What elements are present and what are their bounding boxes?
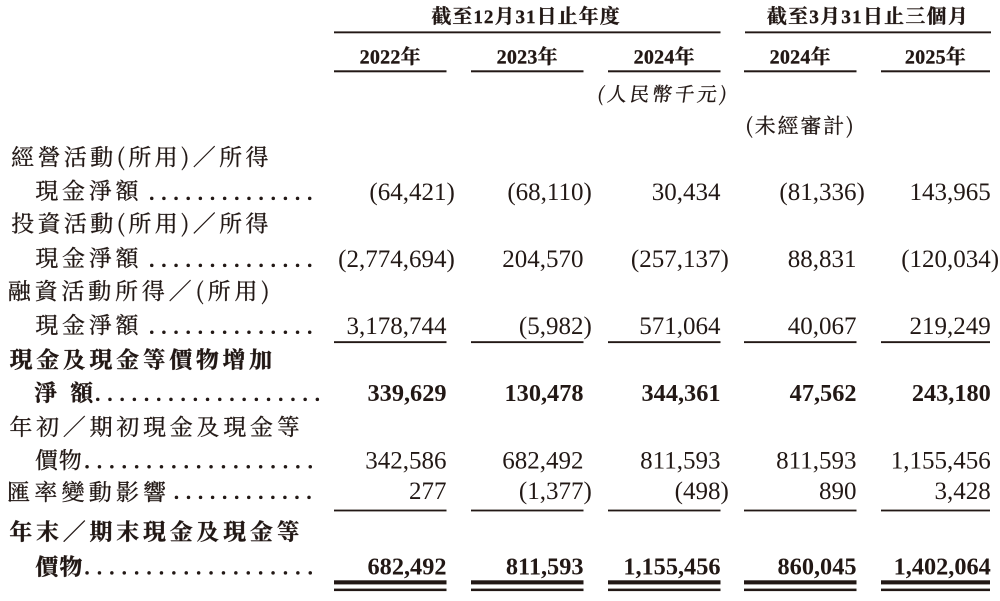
svg-text:571,064: 571,064 <box>639 313 721 340</box>
svg-text:(81,336): (81,336) <box>779 179 864 206</box>
svg-text:(498): (498) <box>675 478 729 505</box>
svg-text:204,570: 204,570 <box>502 246 583 273</box>
svg-text:860,045: 860,045 <box>778 554 857 581</box>
svg-text:811,593: 811,593 <box>776 447 856 474</box>
svg-text:1,155,456: 1,155,456 <box>623 554 720 581</box>
svg-text:1,402,064: 1,402,064 <box>894 554 991 581</box>
svg-text:219,249: 219,249 <box>910 313 991 340</box>
svg-text:130,478: 130,478 <box>505 380 584 407</box>
svg-text:342,586: 342,586 <box>365 447 446 474</box>
svg-text:811,593: 811,593 <box>640 447 720 474</box>
svg-text:88,831: 88,831 <box>788 246 857 273</box>
svg-text:(2,774,694): (2,774,694) <box>338 246 455 273</box>
svg-text:30,434: 30,434 <box>652 179 721 206</box>
svg-text:811,593: 811,593 <box>506 554 584 581</box>
svg-text:1,155,456: 1,155,456 <box>891 447 991 474</box>
svg-text:40,067: 40,067 <box>788 313 857 340</box>
svg-text:(257,137): (257,137) <box>631 246 729 273</box>
svg-text:339,629: 339,629 <box>368 380 447 407</box>
svg-text:47,562: 47,562 <box>790 380 857 407</box>
svg-text:143,965: 143,965 <box>910 179 991 206</box>
svg-text:(64,421): (64,421) <box>369 179 454 206</box>
svg-text:(1,377): (1,377) <box>519 478 592 505</box>
svg-text:(120,034): (120,034) <box>901 246 999 273</box>
svg-text:243,180: 243,180 <box>912 380 991 407</box>
svg-text:344,361: 344,361 <box>642 380 721 407</box>
svg-text:890: 890 <box>819 478 857 505</box>
svg-text:(5,982): (5,982) <box>519 313 592 340</box>
svg-text:3,178,744: 3,178,744 <box>347 313 448 340</box>
svg-text:3,428: 3,428 <box>935 478 991 505</box>
svg-text:682,492: 682,492 <box>368 554 447 581</box>
svg-text:277: 277 <box>409 478 447 505</box>
svg-text:(68,110): (68,110) <box>507 179 591 206</box>
svg-text:682,492: 682,492 <box>502 447 583 474</box>
